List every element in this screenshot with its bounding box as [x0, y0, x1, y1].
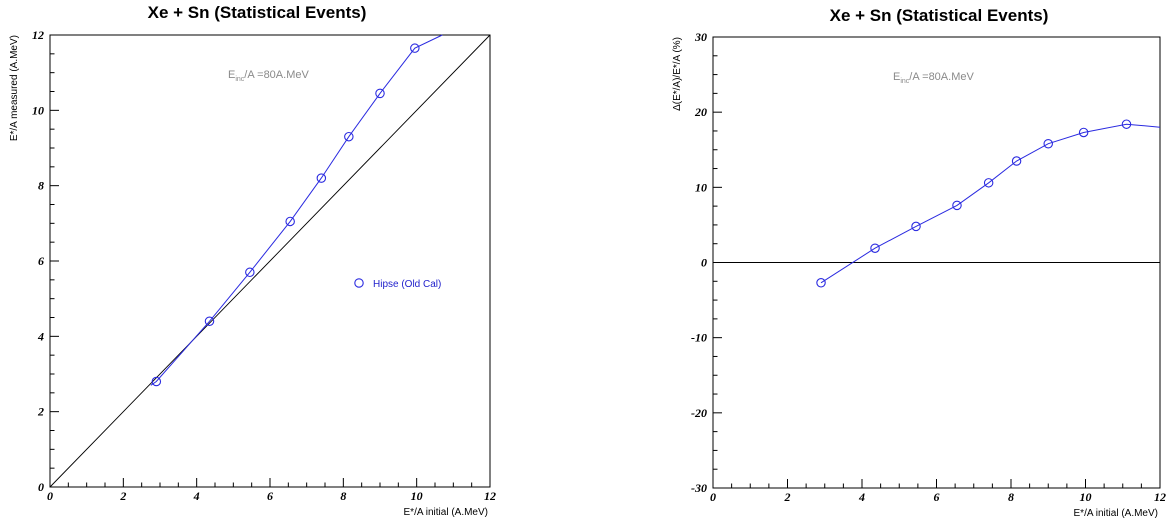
x-tick-label: 2 — [119, 489, 126, 503]
chart-title: Xe + Sn (Statistical Events) — [148, 3, 367, 22]
data-point — [816, 278, 826, 288]
data-point — [983, 178, 994, 188]
beam-energy-annotation: Einc/A =80A.MeV — [893, 71, 974, 85]
data-point — [204, 316, 215, 327]
x-tick-label: 0 — [710, 490, 716, 504]
chart-panel-1: Xe + Sn (Statistical Events) 0 2 4 6 8 10 12 0 2 4… — [9, 3, 496, 518]
data-point — [344, 131, 354, 142]
x-tick-label: 2 — [784, 490, 791, 504]
data-point — [870, 243, 880, 253]
annotation-main: E — [228, 69, 235, 81]
y-tick-label: 4 — [37, 329, 44, 343]
legend-marker — [354, 278, 364, 288]
data-point — [285, 216, 295, 227]
data-point — [375, 88, 385, 99]
y-tick-label: 8 — [38, 179, 44, 193]
x-tick-label: 10 — [1080, 490, 1092, 504]
beam-energy-annotation: Einc/A =80A.MeV — [228, 69, 309, 83]
x-axis-label: E*/A initial (A.MeV) — [404, 507, 488, 518]
x-tick-label: 8 — [1008, 490, 1014, 504]
x-tick-label: 12 — [1154, 490, 1166, 504]
data-point — [911, 221, 921, 232]
series-line-1 — [820, 123, 1161, 284]
data-point — [1121, 119, 1132, 129]
legend: Hipse (Old Cal) — [354, 278, 441, 290]
annotation-rest: /A =80A.MeV — [909, 71, 974, 83]
x-tick-label: 4 — [193, 489, 200, 503]
series-line-1 — [150, 34, 443, 386]
x-tick-label: 4 — [858, 490, 865, 504]
y-axis-label: Δ(E*/A)/E*/A (%) — [672, 37, 683, 111]
annotation-main: E — [893, 71, 900, 83]
data-point — [245, 267, 255, 278]
legend-label: Hipse (Old Cal) — [373, 279, 441, 290]
data-point — [316, 173, 327, 183]
data-point — [1078, 127, 1089, 138]
y-tick-label: 10 — [695, 180, 707, 194]
x-tick-label: 12 — [484, 489, 496, 503]
x-tick-label: 6 — [267, 489, 273, 503]
annotation-subscript: inc — [900, 78, 909, 85]
y-tick-label: 0 — [701, 256, 707, 270]
y-tick-label: -10 — [691, 331, 707, 345]
y-tick-label: 2 — [37, 405, 44, 419]
y-tick-label: 20 — [694, 105, 707, 119]
data-point — [1043, 138, 1054, 149]
data-point — [410, 43, 420, 53]
data-point — [952, 200, 962, 211]
x-axis-label: E*/A initial (A.MeV) — [1074, 508, 1158, 519]
y-tick-label: 0 — [38, 480, 44, 494]
annotation-subscript: inc — [235, 76, 244, 83]
y-tick-label: -20 — [691, 406, 707, 420]
y-tick-label: -30 — [691, 481, 707, 495]
x-tick-label: 10 — [411, 489, 423, 503]
chart-panel-2: Xe + Sn (Statistical Events) 0 2 4 6 8 10 12 -30… — [672, 6, 1166, 519]
data-point — [1011, 156, 1022, 166]
x-tick-label: 0 — [47, 489, 53, 503]
y-tick-label: 10 — [32, 103, 44, 117]
y-tick-label: 12 — [32, 28, 44, 42]
chart-title: Xe + Sn (Statistical Events) — [830, 6, 1049, 25]
reference-line — [49, 34, 491, 488]
x-tick-label: 8 — [340, 489, 346, 503]
data-point — [151, 376, 162, 387]
x-tick-label: 6 — [934, 490, 940, 504]
y-tick-label: 6 — [38, 254, 44, 268]
y-axis-label: E*/A measured (A.MeV) — [9, 35, 20, 141]
annotation-rest: /A =80A.MeV — [244, 69, 309, 81]
y-tick-label: 30 — [694, 30, 707, 44]
